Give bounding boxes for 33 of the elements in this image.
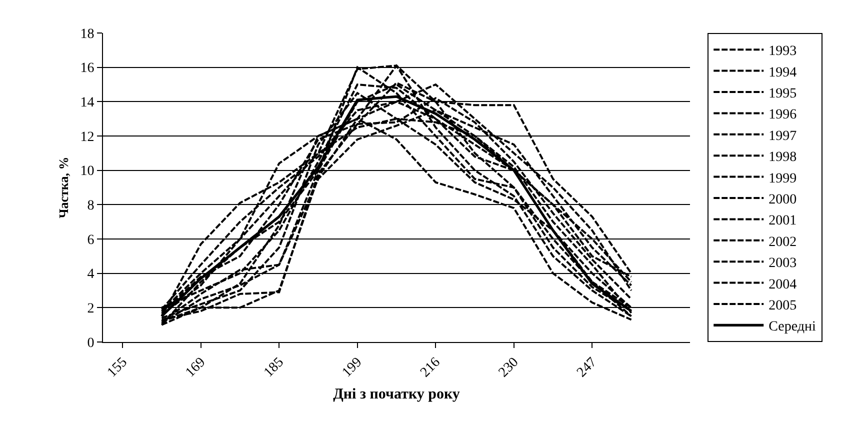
legend-label: 1993 xyxy=(768,44,797,60)
legend-label: 1994 xyxy=(768,65,797,80)
legend-label: 2000 xyxy=(768,192,797,208)
y-tick-label: 16 xyxy=(80,61,94,76)
x-tick-label: 199 xyxy=(340,354,366,380)
y-axis-title: Частка, % xyxy=(56,156,72,218)
x-axis-title: Дні з початку року xyxy=(333,386,460,402)
legend-label: 1997 xyxy=(768,128,797,144)
y-tick-label: 0 xyxy=(87,336,94,351)
y-tick-label: 14 xyxy=(80,96,94,111)
legend-label: 1995 xyxy=(768,86,797,102)
y-tick-label: 4 xyxy=(87,267,94,282)
y-tick-label: 6 xyxy=(87,232,94,248)
legend-label: 1996 xyxy=(768,108,797,123)
legend-label: Середні xyxy=(768,320,816,335)
x-tick-label: 169 xyxy=(183,354,209,380)
x-tick-label: 247 xyxy=(574,354,600,380)
legend-label: 2003 xyxy=(768,256,797,272)
x-tick-label: 185 xyxy=(261,354,287,380)
y-tick-label: 8 xyxy=(87,198,94,214)
x-tick-label: 155 xyxy=(104,354,130,380)
x-tick-label: 230 xyxy=(496,354,522,380)
y-tick-label: 10 xyxy=(80,164,94,180)
y-tick-label: 12 xyxy=(80,130,94,145)
legend-label: 2005 xyxy=(768,298,797,314)
legend-label: 2001 xyxy=(768,214,797,229)
legend-label: 2004 xyxy=(768,277,797,292)
legend-label: 1999 xyxy=(768,171,797,186)
legend-label: 2002 xyxy=(768,234,797,250)
legend-label: 1998 xyxy=(768,150,797,166)
x-tick-label: 216 xyxy=(418,354,444,380)
y-tick-label: 2 xyxy=(87,302,94,317)
y-tick-label: 18 xyxy=(80,26,94,42)
